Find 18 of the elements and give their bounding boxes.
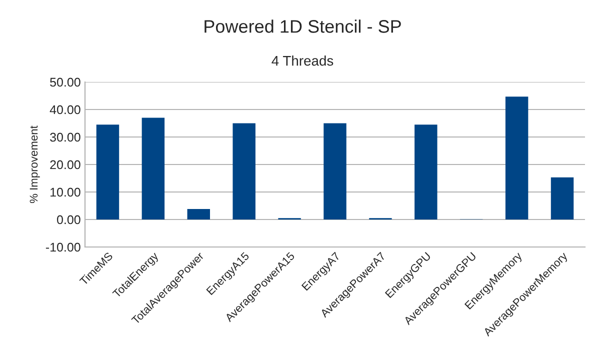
- y-tick-label: 20.00: [50, 160, 80, 170]
- y-tick-label: 0.00: [56, 215, 80, 224]
- y-tick-label: 30.00: [50, 132, 80, 142]
- y-axis-title: % Improvement: [30, 126, 40, 204]
- y-tick-label: 50.00: [50, 78, 80, 87]
- chart-title: Powered 1D Stencil - SP: [204, 20, 401, 33]
- bar: [505, 96, 528, 220]
- bar: [414, 124, 438, 220]
- y-tick-label: 40.00: [50, 105, 80, 114]
- bar: [96, 124, 120, 220]
- bar: [232, 123, 256, 220]
- bar: [142, 118, 165, 220]
- bar: [550, 177, 574, 220]
- y-tick-label: 10.00: [50, 188, 80, 197]
- y-tick-label: -10.00: [46, 242, 80, 252]
- bar: [324, 123, 346, 220]
- chart-subtitle: 4 Threads: [272, 56, 334, 66]
- bar: [187, 209, 210, 220]
